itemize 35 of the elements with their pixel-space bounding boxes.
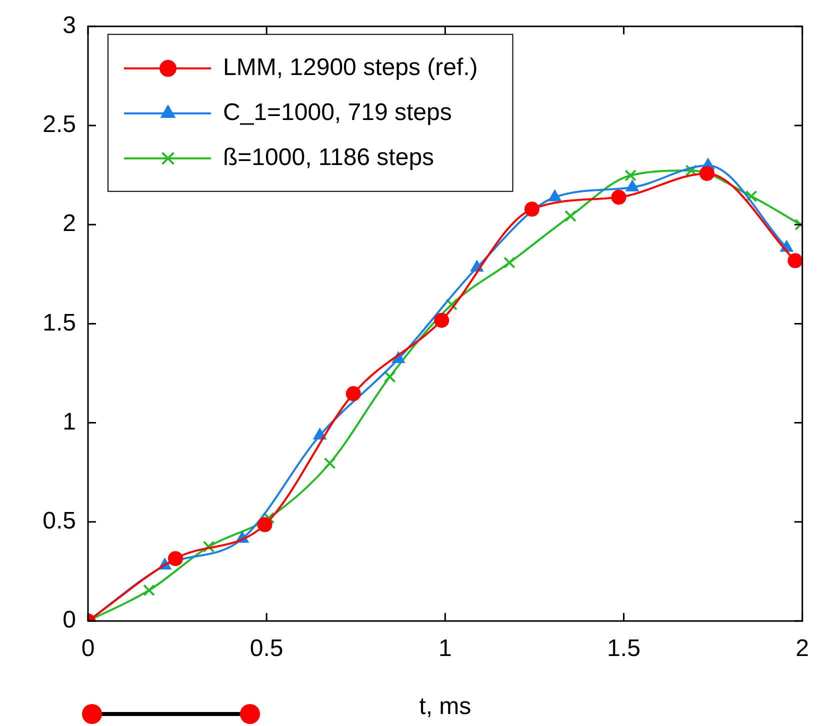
point <box>434 312 450 328</box>
x-tick-label: 0 <box>81 635 95 662</box>
y-tick-label: 2.5 <box>42 111 76 138</box>
point <box>624 169 636 182</box>
point <box>384 370 396 383</box>
y-tick-label: 1 <box>62 408 76 436</box>
y-tick-label: 0 <box>62 606 76 634</box>
point <box>745 190 758 202</box>
x-tick-label: 2 <box>796 635 810 662</box>
point <box>324 457 336 470</box>
y-tick-label: 0.5 <box>42 508 76 535</box>
y-tick-label: 1.5 <box>42 309 76 336</box>
point <box>699 166 714 181</box>
point <box>504 256 516 269</box>
y-tick-label: 2 <box>62 210 76 238</box>
point <box>524 202 540 217</box>
legend-label: ß=1000, 1186 steps <box>223 144 434 172</box>
point <box>564 210 576 222</box>
point <box>262 512 275 524</box>
point <box>685 164 698 176</box>
point <box>788 253 802 268</box>
point <box>143 584 156 596</box>
point <box>168 551 184 566</box>
y-tick-label: 3 <box>62 12 76 40</box>
point <box>346 386 361 402</box>
legend-label: C_1=1000, 719 steps <box>223 99 452 126</box>
point <box>611 190 626 205</box>
x-axis-title: t, ms <box>419 693 472 720</box>
point <box>446 298 458 310</box>
point <box>202 540 215 553</box>
x-tick-label: 0.5 <box>250 635 284 662</box>
x-tick-label: 1 <box>438 635 452 662</box>
legend-label: LMM, 12900 steps (ref.) <box>223 54 478 82</box>
point <box>257 517 272 532</box>
x-tick-label: 1.5 <box>607 635 640 662</box>
